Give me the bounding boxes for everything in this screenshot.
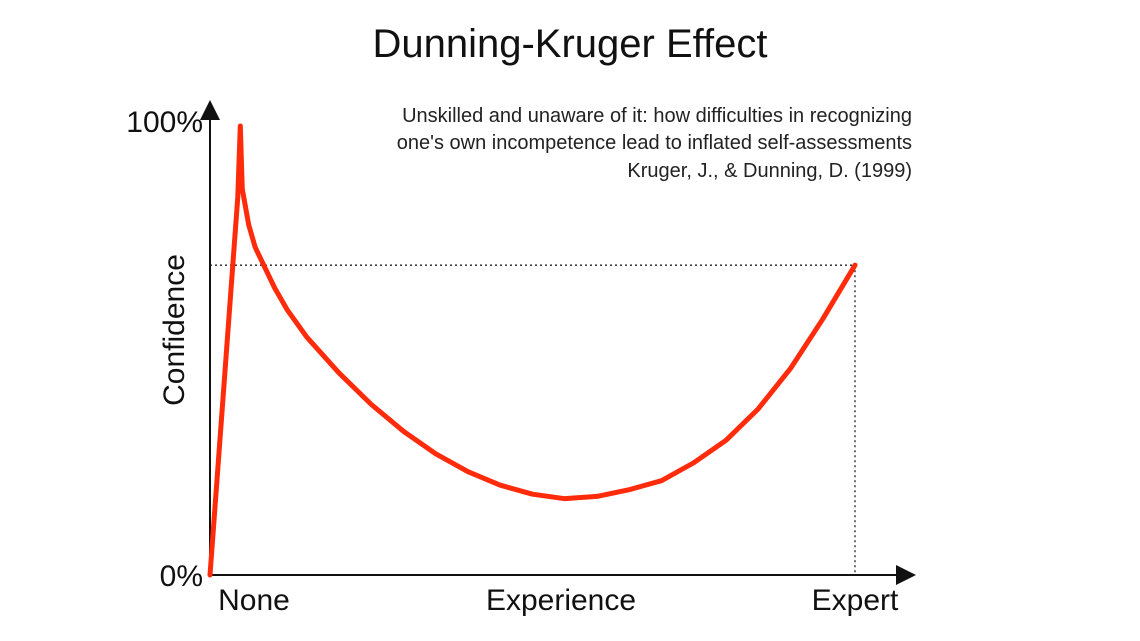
y-tick-label-100: 100% bbox=[126, 106, 203, 139]
y-axis-label: Confidence bbox=[158, 254, 191, 406]
annotation-line-1: Unskilled and unaware of it: how difficu… bbox=[402, 105, 912, 127]
confidence-curve bbox=[207, 123, 858, 578]
annotation-line-2: one's own incompetence lead to inflated … bbox=[397, 132, 912, 154]
x-tick-label-none: None bbox=[218, 584, 290, 617]
annotation-line-3: Kruger, J., & Dunning, D. (1999) bbox=[627, 160, 912, 182]
x-tick-label-expert: Expert bbox=[812, 584, 899, 617]
chart-title: Dunning-Kruger Effect bbox=[372, 22, 767, 66]
x-axis-label: Experience bbox=[486, 584, 636, 617]
data-points bbox=[210, 126, 855, 575]
y-tick-label-0: 0% bbox=[160, 560, 203, 593]
